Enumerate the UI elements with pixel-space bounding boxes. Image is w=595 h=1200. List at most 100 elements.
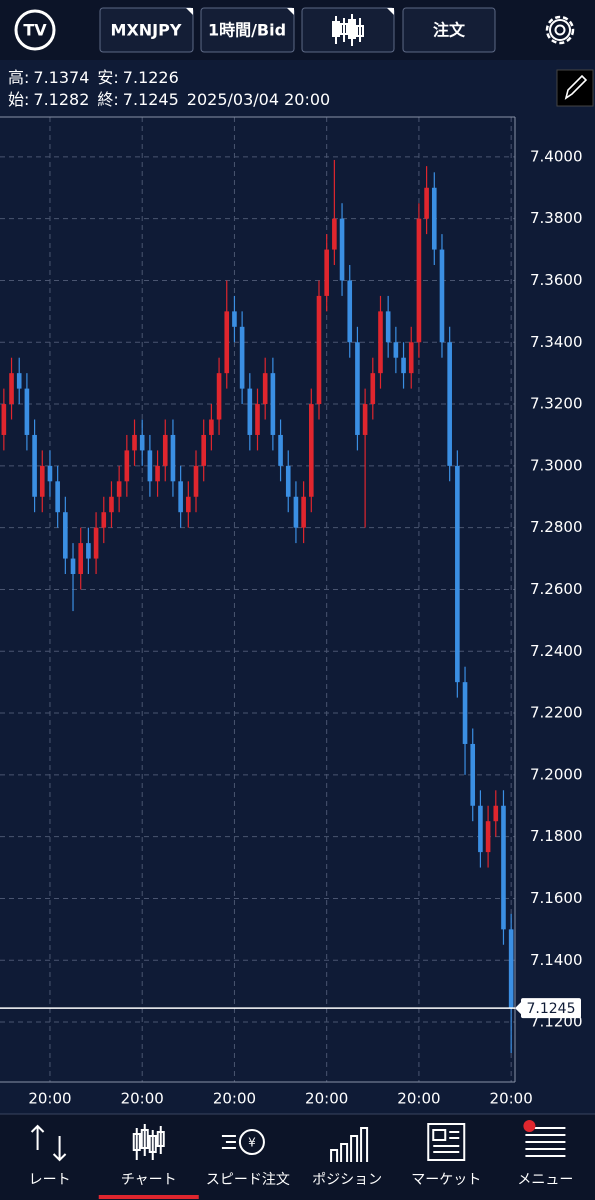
candle-body — [493, 805, 499, 822]
candle-body — [501, 805, 506, 930]
x-tick-label: 20:00 — [121, 1090, 164, 1108]
y-tick-label: 7.3800 — [530, 209, 583, 227]
nav-icon — [427, 1123, 466, 1161]
plot-area — [0, 117, 515, 1082]
nav-label: チャート — [121, 1172, 177, 1188]
candle-body — [324, 249, 329, 296]
candle-body — [9, 373, 14, 405]
chart-type-button[interactable] — [301, 7, 395, 53]
nav-label: マーケット — [411, 1172, 481, 1188]
nav-icon — [525, 1127, 566, 1157]
candle-body — [447, 342, 452, 466]
candle-body — [147, 450, 153, 482]
nav-icon-shape — [525, 1127, 566, 1157]
candle-body — [470, 743, 476, 806]
candle-body — [416, 218, 422, 343]
y-tick-label: 7.3000 — [530, 456, 583, 474]
candle-body — [55, 481, 60, 513]
candle-body — [462, 682, 468, 744]
candle-body — [155, 465, 160, 482]
chart: 7.12007.14007.16007.18007.20007.22007.24… — [0, 116, 583, 1108]
y-tick-label: 7.2800 — [530, 518, 583, 536]
bottom-nav: レート チャート ¥ スピード注文 ポジション マーケット メニュー — [0, 1113, 595, 1200]
candle-body — [309, 404, 314, 497]
candle-body — [39, 465, 45, 497]
current-price-label: 7.1245 — [527, 1001, 576, 1017]
y-tick-label: 7.1400 — [530, 951, 583, 969]
nav-item[interactable]: マーケット — [411, 1123, 481, 1188]
nav-item[interactable]: ポジション — [312, 1127, 382, 1188]
candle-body — [285, 465, 291, 497]
x-tick-label: 20:00 — [213, 1090, 256, 1108]
nav-active-indicator — [98, 1195, 199, 1199]
nav-item[interactable]: メニュー — [517, 1120, 573, 1188]
x-tick-label: 20:00 — [490, 1090, 533, 1108]
candle-body — [439, 249, 445, 343]
nav-icon-shape — [132, 1124, 165, 1160]
candle-body — [70, 558, 76, 575]
candle-body — [278, 434, 283, 466]
y-tick-label: 7.2200 — [530, 704, 583, 722]
y-tick-label: 7.2400 — [530, 642, 583, 660]
candle-body — [385, 311, 391, 343]
candle-body — [132, 434, 137, 451]
draw-button[interactable] — [556, 69, 594, 107]
symbol-label: MXNJPY — [111, 21, 182, 40]
candle-body — [47, 465, 53, 482]
candle-body — [378, 311, 383, 374]
candle-body — [301, 496, 306, 528]
candle-body — [455, 465, 460, 683]
candle-body — [508, 929, 514, 1009]
y-tick-label: 7.3600 — [530, 271, 583, 289]
nav-icon — [330, 1127, 369, 1162]
toolbar — [0, 0, 595, 60]
candle-body — [255, 404, 260, 435]
candle-body — [239, 326, 245, 389]
info-line-1: 高: 7.1374 安: 7.1226 — [8, 68, 179, 87]
settings-button[interactable] — [545, 15, 575, 45]
candle-body — [355, 342, 360, 435]
nav-label: ポジション — [312, 1172, 382, 1188]
x-tick-label: 20:00 — [305, 1090, 348, 1108]
candle-body — [262, 373, 268, 405]
symbol-button[interactable]: MXNJPY — [99, 7, 194, 53]
nav-item[interactable]: レート — [29, 1124, 71, 1188]
order-button[interactable]: 注文 — [402, 7, 496, 53]
candle-body — [170, 434, 176, 482]
candle-body — [216, 373, 222, 420]
info-line-2: 始: 7.1282 終: 7.1245 2025/03/04 20:00 — [8, 90, 330, 109]
timeframe-label: 1時間/Bid — [208, 21, 286, 40]
timeframe-button[interactable]: 1時間/Bid — [200, 7, 295, 53]
nav-icon-shape — [427, 1123, 466, 1161]
candle-body — [139, 434, 145, 451]
candle-body — [347, 280, 353, 343]
candle-body — [339, 218, 345, 281]
candle-body — [316, 295, 322, 405]
candle-body — [247, 388, 253, 435]
candle-body — [485, 821, 491, 853]
y-tick-label: 7.1600 — [530, 889, 583, 907]
candle-body — [362, 404, 368, 435]
nav-item[interactable]: ¥ スピード注文 — [206, 1129, 290, 1188]
nav-icon — [132, 1124, 165, 1160]
candle-body — [93, 527, 99, 559]
candle-body — [293, 496, 299, 528]
candle-body — [408, 342, 414, 374]
nav-item[interactable]: チャート — [98, 1124, 199, 1199]
candle-body — [370, 373, 376, 405]
logo-button[interactable]: TV — [14, 9, 56, 51]
yen-symbol: ¥ — [248, 1136, 256, 1150]
candle-body — [186, 496, 191, 513]
nav-icon-shape — [30, 1124, 67, 1162]
y-tick-label: 7.2000 — [530, 765, 583, 783]
y-tick-label: 7.2600 — [530, 580, 583, 598]
candle-body — [32, 434, 37, 497]
candle-body — [16, 373, 22, 389]
candle-body — [101, 512, 107, 528]
candle-body — [431, 187, 437, 250]
x-tick-label: 20:00 — [397, 1090, 440, 1108]
y-tick-label: 7.4000 — [530, 147, 583, 165]
notification-dot — [523, 1120, 536, 1132]
nav-label: スピード注文 — [206, 1172, 290, 1188]
